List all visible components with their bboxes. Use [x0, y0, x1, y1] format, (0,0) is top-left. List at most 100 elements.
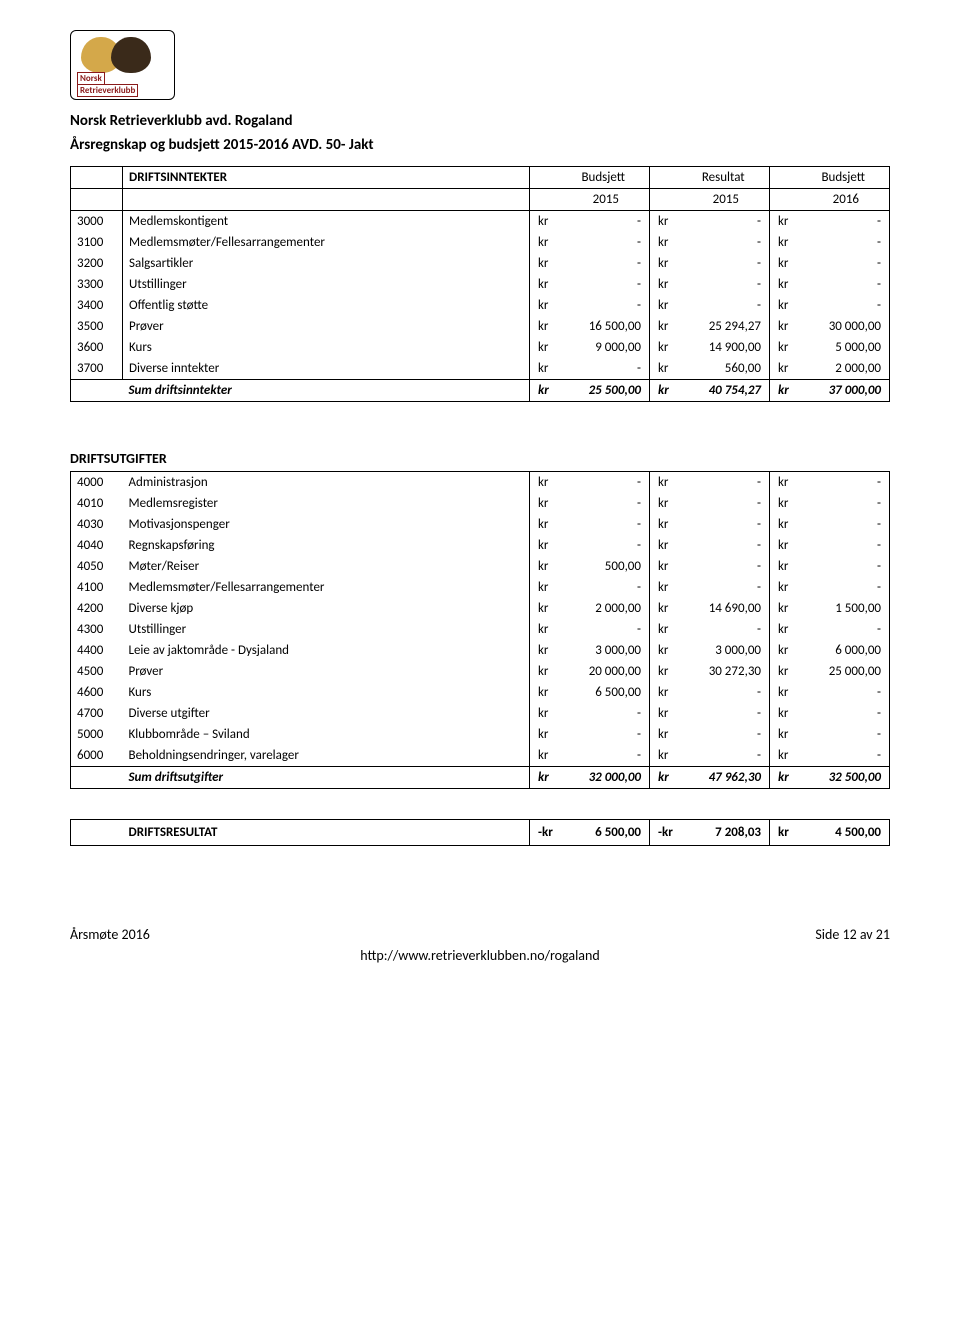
row-cur2: kr [650, 211, 680, 233]
org-name: Norsk Retrieverklubb avd. Rogaland [70, 112, 890, 130]
table-row: 4010Medlemsregisterkr-kr-kr- [71, 493, 890, 514]
row-cur3: kr [770, 745, 800, 767]
row-val1: - [560, 514, 650, 535]
row-code: 3500 [71, 316, 123, 337]
table-row: 4000Administrasjonkr-kr-kr- [71, 472, 890, 494]
result-table: DRIFTSRESULTAT -kr6 500,00 -kr7 208,03 k… [70, 819, 890, 846]
row-code: 5000 [71, 724, 123, 745]
expenses-sum-cur1: kr [530, 767, 560, 789]
col-header-resultat: Resultat [680, 167, 770, 189]
row-cur2: kr [650, 682, 680, 703]
row-code: 4300 [71, 619, 123, 640]
table-row: 6000Beholdningsendringer, varelagerkr-kr… [71, 745, 890, 767]
row-cur2: kr [650, 472, 680, 494]
row-cur3: kr [770, 337, 800, 358]
row-cur2: kr [650, 316, 680, 337]
income-year-row: 2015 2015 2016 [71, 189, 890, 211]
row-label: Diverse inntekter [123, 358, 530, 380]
row-label: Offentlig støtte [123, 295, 530, 316]
row-cur3: kr [770, 232, 800, 253]
row-code: 3600 [71, 337, 123, 358]
expenses-sum-cur2: kr [650, 767, 680, 789]
row-val3: - [800, 619, 890, 640]
row-val3: 1 500,00 [800, 598, 890, 619]
col-header-budsjett2: Budsjett [800, 167, 890, 189]
row-val3: - [800, 253, 890, 274]
row-cur1: kr [530, 661, 560, 682]
row-val3: - [800, 703, 890, 724]
expenses-sum-label: Sum driftsutgifter [123, 767, 530, 789]
income-header-row: DRIFTSINNTEKTER Budsjett Resultat Budsje… [71, 167, 890, 189]
row-cur1: kr [530, 295, 560, 316]
row-cur1: kr [530, 358, 560, 380]
table-row: 4100Medlemsmøter/Fellesarrangementerkr-k… [71, 577, 890, 598]
row-cur1: kr [530, 682, 560, 703]
row-cur3: kr [770, 640, 800, 661]
row-val3: - [800, 295, 890, 316]
table-row: 3600Kurskr9 000,00kr14 900,00kr5 000,00 [71, 337, 890, 358]
table-row: 4040Regnskapsføringkr-kr-kr- [71, 535, 890, 556]
row-val3: - [800, 514, 890, 535]
expenses-sum-val1: 32 000,00 [560, 767, 650, 789]
expenses-table: 4000Administrasjonkr-kr-kr-4010Medlemsre… [70, 471, 890, 789]
row-cur1: kr [530, 253, 560, 274]
row-cur2: kr [650, 337, 680, 358]
footer-left: Årsmøte 2016 [70, 926, 150, 943]
row-val2: - [680, 745, 770, 767]
result-cur3: kr [770, 820, 800, 846]
row-val1: - [560, 619, 650, 640]
table-row: 5000Klubbområde – Svilandkr-kr-kr- [71, 724, 890, 745]
row-val1: - [560, 274, 650, 295]
table-row: 3500Prøverkr16 500,00kr25 294,27kr30 000… [71, 316, 890, 337]
row-val1: 3 000,00 [560, 640, 650, 661]
table-row: 3400Offentlig støttekr-kr-kr- [71, 295, 890, 316]
row-val2: - [680, 619, 770, 640]
row-val1: - [560, 535, 650, 556]
row-cur1: kr [530, 640, 560, 661]
page-title: Årsregnskap og budsjett 2015-2016 AVD. 5… [70, 136, 890, 154]
row-val3: - [800, 493, 890, 514]
row-val2: - [680, 253, 770, 274]
row-cur1: kr [530, 745, 560, 767]
row-label: Utstillinger [123, 619, 530, 640]
row-cur2: kr [650, 640, 680, 661]
row-cur3: kr [770, 514, 800, 535]
row-val2: - [680, 535, 770, 556]
year-3: 2016 [800, 189, 890, 211]
row-code: 4050 [71, 556, 123, 577]
col-header-budsjett1: Budsjett [560, 167, 650, 189]
row-cur1: kr [530, 703, 560, 724]
row-val2: - [680, 493, 770, 514]
row-cur3: kr [770, 358, 800, 380]
row-cur2: kr [650, 556, 680, 577]
row-cur2: kr [650, 358, 680, 380]
row-label: Møter/Reiser [123, 556, 530, 577]
row-val2: - [680, 295, 770, 316]
row-cur1: kr [530, 211, 560, 233]
row-val1: - [560, 253, 650, 274]
year-2: 2015 [680, 189, 770, 211]
row-label: Utstillinger [123, 274, 530, 295]
row-cur3: kr [770, 619, 800, 640]
row-val1: - [560, 211, 650, 233]
row-val2: - [680, 274, 770, 295]
row-cur1: kr [530, 493, 560, 514]
row-cur1: kr [530, 535, 560, 556]
row-cur3: kr [770, 556, 800, 577]
row-val3: - [800, 556, 890, 577]
table-row: 4050Møter/Reiserkr500,00kr-kr- [71, 556, 890, 577]
row-val2: 3 000,00 [680, 640, 770, 661]
row-cur2: kr [650, 661, 680, 682]
row-cur2: kr [650, 577, 680, 598]
row-val2: - [680, 472, 770, 494]
row-cur3: kr [770, 535, 800, 556]
row-code: 4700 [71, 703, 123, 724]
row-label: Medlemskontigent [123, 211, 530, 233]
row-label: Medlemsregister [123, 493, 530, 514]
row-val1: - [560, 577, 650, 598]
row-code: 4600 [71, 682, 123, 703]
table-row: 3700Diverse inntekterkr-kr560,00kr2 000,… [71, 358, 890, 380]
row-val1: - [560, 703, 650, 724]
row-val3: 25 000,00 [800, 661, 890, 682]
row-code: 3100 [71, 232, 123, 253]
